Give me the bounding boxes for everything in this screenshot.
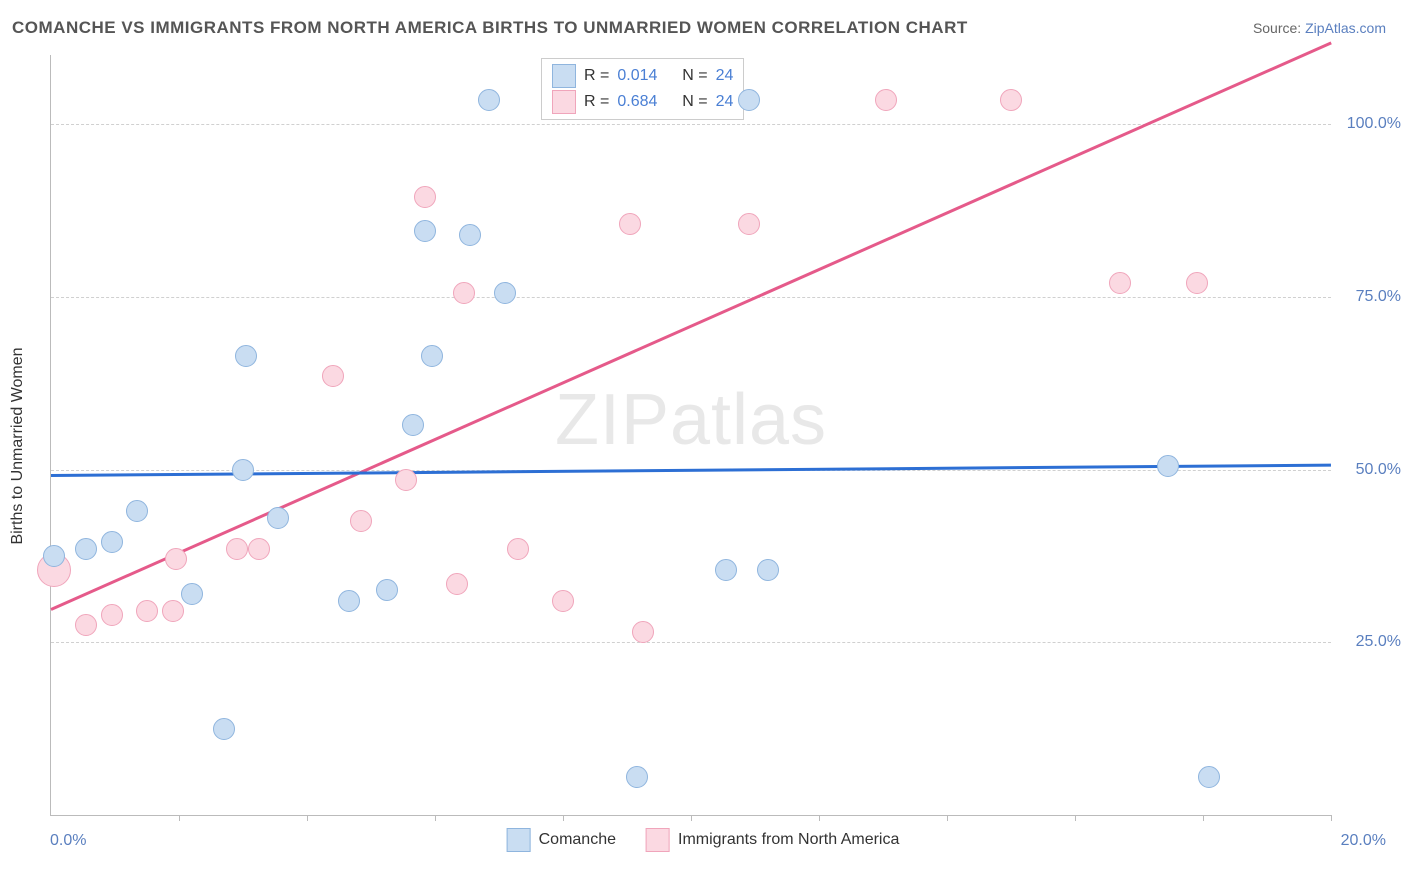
data-point-series-a [235, 345, 257, 367]
data-point-series-a [414, 220, 436, 242]
data-point-series-a [402, 414, 424, 436]
series-b-n-value: 24 [716, 93, 734, 111]
x-axis-min-label: 0.0% [50, 832, 86, 850]
data-point-series-b [453, 282, 475, 304]
data-point-series-a [232, 459, 254, 481]
data-point-series-b [162, 600, 184, 622]
y-tick-label: 100.0% [1341, 115, 1401, 133]
gridline-h [51, 297, 1331, 298]
stats-row-series-b: R = 0.684 N = 24 [552, 89, 733, 115]
data-point-series-b [136, 600, 158, 622]
data-point-series-a [126, 500, 148, 522]
x-tick [1075, 815, 1076, 821]
data-point-series-a [376, 579, 398, 601]
legend-label: Immigrants from North America [678, 831, 899, 849]
data-point-series-a [75, 538, 97, 560]
x-tick [1203, 815, 1204, 821]
data-point-series-b [1109, 272, 1131, 294]
data-point-series-b [75, 614, 97, 636]
data-point-series-a [213, 718, 235, 740]
x-tick [1331, 815, 1332, 821]
data-point-series-a [1198, 766, 1220, 788]
y-axis-label: Births to Unmarried Women [9, 347, 27, 544]
source-link[interactable]: ZipAtlas.com [1305, 20, 1386, 36]
data-point-series-a [757, 559, 779, 581]
n-label: N = [682, 93, 707, 111]
data-point-series-b [738, 213, 760, 235]
series-b-swatch [646, 828, 670, 852]
legend-label: Comanche [539, 831, 616, 849]
data-point-series-b [226, 538, 248, 560]
legend-item-series-b: Immigrants from North America [646, 828, 899, 852]
data-point-series-b [101, 604, 123, 626]
source-attribution: Source: ZipAtlas.com [1253, 20, 1386, 36]
data-point-series-a [267, 507, 289, 529]
data-point-series-b [632, 621, 654, 643]
chart-container: COMANCHE VS IMMIGRANTS FROM NORTH AMERIC… [0, 0, 1406, 892]
r-label: R = [584, 93, 609, 111]
trendline-series-b [50, 41, 1331, 610]
r-label: R = [584, 67, 609, 85]
data-point-series-a [459, 224, 481, 246]
data-point-series-b [1186, 272, 1208, 294]
data-point-series-a [478, 89, 500, 111]
x-tick [691, 815, 692, 821]
y-tick-label: 25.0% [1341, 633, 1401, 651]
chart-title: COMANCHE VS IMMIGRANTS FROM NORTH AMERIC… [12, 18, 968, 38]
x-tick [563, 815, 564, 821]
series-b-swatch [552, 90, 576, 114]
x-tick [307, 815, 308, 821]
data-point-series-b [619, 213, 641, 235]
data-point-series-b [507, 538, 529, 560]
data-point-series-b [395, 469, 417, 491]
data-point-series-b [350, 510, 372, 532]
watermark: ZIPatlas [555, 379, 827, 461]
series-a-swatch [552, 64, 576, 88]
data-point-series-b [446, 573, 468, 595]
series-a-n-value: 24 [716, 67, 734, 85]
data-point-series-b [552, 590, 574, 612]
bottom-legend: Comanche Immigrants from North America [507, 828, 900, 852]
data-point-series-a [101, 531, 123, 553]
series-b-r-value: 0.684 [617, 93, 657, 111]
x-axis-max-label: 20.0% [1341, 832, 1386, 850]
data-point-series-a [494, 282, 516, 304]
data-point-series-b [1000, 89, 1022, 111]
data-point-series-a [181, 583, 203, 605]
x-tick [819, 815, 820, 821]
stats-row-series-a: R = 0.014 N = 24 [552, 63, 733, 89]
data-point-series-a [421, 345, 443, 367]
data-point-series-b [414, 186, 436, 208]
stats-legend: R = 0.014 N = 24 R = 0.684 N = 24 [541, 58, 744, 120]
x-tick [435, 815, 436, 821]
data-point-series-b [248, 538, 270, 560]
data-point-series-b [322, 365, 344, 387]
data-point-series-a [1157, 455, 1179, 477]
y-tick-label: 50.0% [1341, 461, 1401, 479]
source-prefix: Source: [1253, 20, 1305, 36]
series-a-r-value: 0.014 [617, 67, 657, 85]
data-point-series-a [738, 89, 760, 111]
data-point-series-a [43, 545, 65, 567]
data-point-series-a [626, 766, 648, 788]
data-point-series-a [715, 559, 737, 581]
series-a-swatch [507, 828, 531, 852]
x-tick [179, 815, 180, 821]
n-label: N = [682, 67, 707, 85]
data-point-series-b [875, 89, 897, 111]
data-point-series-b [165, 548, 187, 570]
y-tick-label: 75.0% [1341, 288, 1401, 306]
x-tick [947, 815, 948, 821]
gridline-h [51, 642, 1331, 643]
data-point-series-a [338, 590, 360, 612]
plot-area: ZIPatlas R = 0.014 N = 24 R = 0.684 N = … [50, 55, 1331, 816]
legend-item-series-a: Comanche [507, 828, 616, 852]
